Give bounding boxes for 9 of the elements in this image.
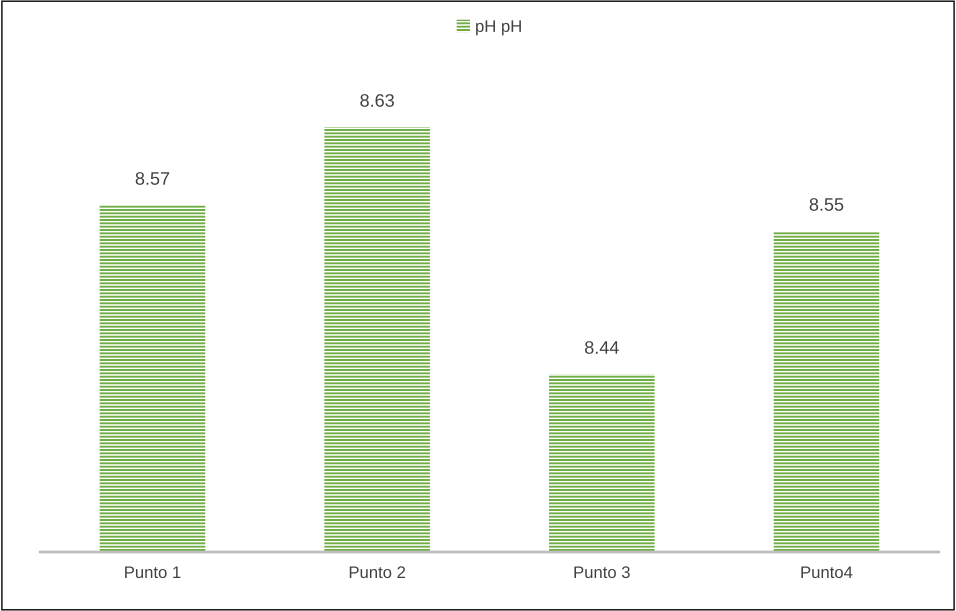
data-label: 8.55 [810, 198, 844, 211]
data-label: 8.63 [360, 94, 394, 107]
x-tick-label: Punto4 [801, 566, 852, 578]
data-label: 8.57 [136, 172, 170, 185]
x-tick-label: Punto 1 [125, 566, 180, 578]
data-label: 8.44 [585, 341, 619, 354]
legend-label: pH pH [476, 20, 521, 36]
x-tick-label: Punto 3 [574, 566, 630, 578]
x-tick-label: Punto 2 [350, 566, 406, 578]
